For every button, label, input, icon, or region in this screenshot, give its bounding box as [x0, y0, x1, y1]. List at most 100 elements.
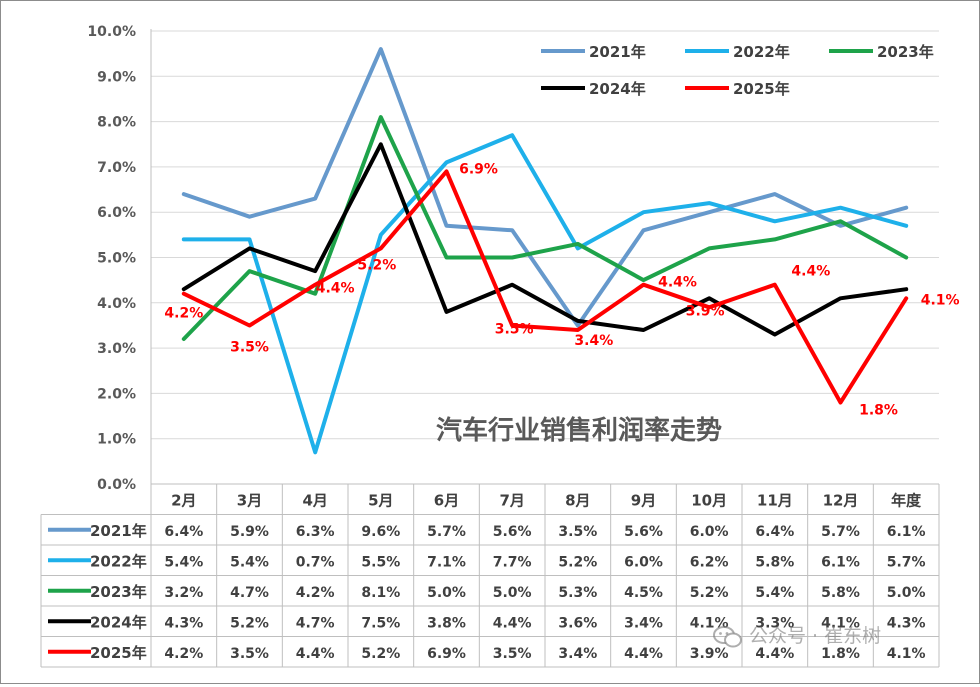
table-cell: 6.0% — [624, 554, 663, 570]
x-tick-label: 9月 — [631, 491, 656, 509]
legend-label: 2025年 — [733, 80, 790, 98]
table-cell: 5.6% — [624, 524, 663, 540]
data-label: 4.4% — [658, 275, 697, 291]
table-cell: 5.3% — [558, 585, 597, 601]
y-tick-label: 6.0% — [97, 205, 136, 221]
table-cell: 7.5% — [361, 615, 400, 631]
x-tick-label: 11月 — [757, 491, 793, 509]
y-tick-label: 7.0% — [97, 160, 136, 176]
table-cell: 5.8% — [755, 554, 794, 570]
watermark-text: 公众号 · 崔东树 — [749, 625, 882, 647]
table-cell: 4.4% — [624, 646, 663, 662]
y-tick-label: 10.0% — [87, 24, 136, 40]
legend-label: 2021年 — [589, 43, 646, 61]
table-cell: 6.4% — [755, 524, 794, 540]
x-tick-label: 6月 — [434, 491, 459, 509]
table-cell: 7.1% — [427, 554, 466, 570]
table-cell: 5.2% — [230, 615, 269, 631]
table-cell: 9.6% — [361, 524, 400, 540]
table-cell: 4.5% — [624, 585, 663, 601]
table-cell: 4.1% — [887, 646, 926, 662]
data-label: 6.9% — [459, 161, 498, 177]
watermark: 公众号 · 崔东树 — [713, 621, 881, 648]
chart-title: 汽车行业销售利润率走势 — [436, 415, 722, 446]
data-label: 3.5% — [495, 321, 534, 337]
series-line — [181, 133, 909, 455]
table-series-label: 2021年 — [90, 522, 147, 540]
table-series-label: 2025年 — [90, 644, 147, 662]
data-label: 4.1% — [921, 292, 960, 308]
x-tick-label: 12月 — [823, 491, 859, 509]
legend-label: 2024年 — [589, 80, 646, 98]
table-cell: 5.4% — [230, 554, 269, 570]
data-label: 5.2% — [357, 257, 396, 273]
table-cell: 4.7% — [296, 615, 335, 631]
table-cell: 5.5% — [361, 554, 400, 570]
x-tick-label: 7月 — [499, 491, 524, 509]
table-cell: 6.9% — [427, 646, 466, 662]
table-cell: 3.5% — [230, 646, 269, 662]
table-cell: 5.0% — [493, 585, 532, 601]
y-tick-label: 9.0% — [97, 69, 136, 85]
table-cell: 5.2% — [361, 646, 400, 662]
table-cell: 6.4% — [164, 524, 203, 540]
table-series-label: 2022年 — [90, 552, 147, 570]
x-tick-label: 4月 — [302, 491, 327, 509]
data-label: 4.2% — [164, 306, 203, 322]
y-tick-label: 8.0% — [97, 115, 136, 131]
table-cell: 8.1% — [361, 585, 400, 601]
table-cell: 5.8% — [821, 585, 860, 601]
table-cell: 5.4% — [164, 554, 203, 570]
legend-label: 2023年 — [877, 43, 934, 61]
data-label: 3.5% — [230, 339, 269, 355]
data-label: 4.4% — [316, 281, 355, 297]
y-tick-label: 2.0% — [97, 386, 136, 402]
y-tick-label: 3.0% — [97, 341, 136, 357]
table-cell: 5.0% — [887, 585, 926, 601]
table-cell: 3.2% — [164, 585, 203, 601]
table-cell: 5.6% — [493, 524, 532, 540]
table-cell: 3.5% — [493, 646, 532, 662]
data-label: 1.8% — [859, 402, 898, 418]
table-cell: 3.3% — [755, 615, 794, 631]
legend-label: 2022年 — [733, 43, 790, 61]
table-cell: 3.4% — [558, 646, 597, 662]
table-cell: 5.0% — [427, 585, 466, 601]
series-line — [181, 47, 909, 328]
table-cell: 4.4% — [493, 615, 532, 631]
table-cell: 3.8% — [427, 615, 466, 631]
table-cell: 3.4% — [624, 615, 663, 631]
series-line — [181, 115, 909, 341]
y-tick-label: 0.0% — [97, 477, 136, 493]
table-cell: 4.2% — [296, 585, 335, 601]
table-cell: 6.3% — [296, 524, 335, 540]
table-cell: 5.2% — [558, 554, 597, 570]
table-cell: 4.7% — [230, 585, 269, 601]
table-cell: 5.2% — [690, 585, 729, 601]
table-cell: 6.1% — [821, 554, 860, 570]
y-tick-label: 5.0% — [97, 251, 136, 267]
table-cell: 3.6% — [558, 615, 597, 631]
table-cell: 5.7% — [887, 554, 926, 570]
table-cell: 5.7% — [821, 524, 860, 540]
table-cell: 6.1% — [887, 524, 926, 540]
table-cell: 4.2% — [164, 646, 203, 662]
table-cell: 5.9% — [230, 524, 269, 540]
y-tick-label: 1.0% — [97, 432, 136, 448]
x-tick-label: 5月 — [368, 491, 393, 509]
x-tick-label: 10月 — [691, 491, 727, 509]
table-cell: 4.3% — [164, 615, 203, 631]
table-cell: 3.9% — [690, 646, 729, 662]
table-cell: 4.4% — [755, 646, 794, 662]
table-cell: 7.7% — [493, 554, 532, 570]
table-cell: 4.3% — [887, 615, 926, 631]
table-cell: 4.1% — [821, 615, 860, 631]
y-tick-label: 4.0% — [97, 296, 136, 312]
data-label: 3.4% — [574, 333, 613, 349]
x-tick-label: 年度 — [891, 491, 922, 509]
table-cell: 4.4% — [296, 646, 335, 662]
data-label: 4.4% — [791, 264, 830, 280]
x-tick-label: 8月 — [565, 491, 590, 509]
data-label: 3.9% — [686, 303, 725, 319]
x-tick-label: 3月 — [237, 491, 262, 509]
